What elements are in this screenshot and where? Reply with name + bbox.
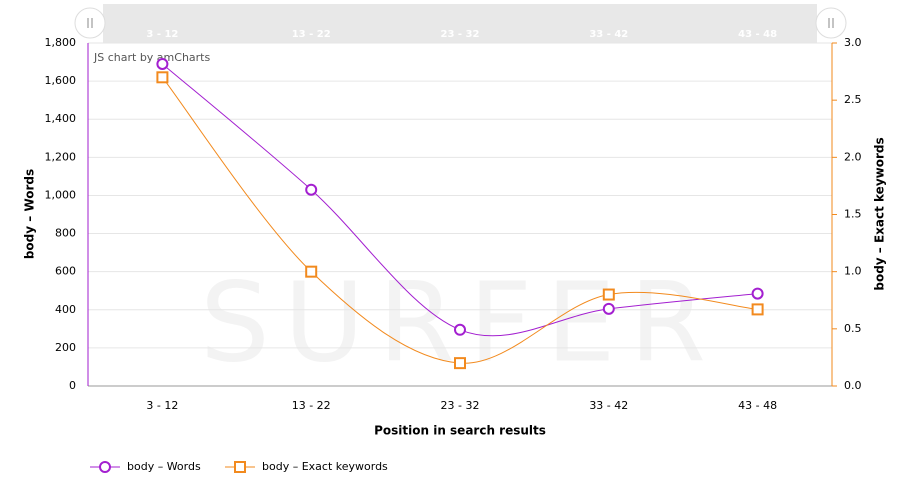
y2-axis-title: body – Exact keywords [873, 137, 887, 290]
y-tick-label: 400 [55, 303, 76, 316]
data-point [751, 303, 764, 316]
scrollbar-label: 13 - 22 [292, 29, 331, 40]
y2-tick-label: 0.0 [844, 379, 862, 392]
scrollbar-label: 3 - 12 [146, 29, 178, 40]
y-tick-label: 0 [69, 379, 76, 392]
y2-tick-label: 1.0 [844, 265, 862, 278]
data-point [602, 288, 615, 301]
data-point [751, 287, 764, 300]
data-point [602, 302, 615, 315]
y2-tick-label: 0.5 [844, 322, 862, 335]
legend-marker [234, 461, 246, 473]
y-tick-label: 200 [55, 341, 76, 354]
scrollbar[interactable] [103, 4, 817, 43]
y-tick-label: 600 [55, 265, 76, 278]
scrollbar-label: 33 - 42 [589, 29, 628, 40]
data-point [305, 183, 318, 196]
scrollbar-label: 43 - 48 [738, 29, 777, 40]
y2-tick-label: 2.5 [844, 93, 862, 106]
y2-tick-label: 3.0 [844, 36, 862, 49]
legend-item[interactable]: body – Exact keywords [225, 460, 388, 473]
x-tick-label: 43 - 48 [738, 399, 777, 412]
y-tick-label: 1,400 [45, 112, 77, 125]
x-tick-label: 3 - 12 [146, 399, 178, 412]
y-tick-label: 1,600 [45, 74, 77, 87]
data-point [156, 71, 169, 84]
scroll-grip-left[interactable] [74, 7, 106, 39]
legend-item[interactable]: body – Words [90, 460, 201, 473]
x-axis-title: Position in search results [374, 424, 546, 438]
y-tick-label: 1,800 [45, 36, 77, 49]
y2-tick-label: 1.5 [844, 208, 862, 221]
scrollbar-label: 23 - 32 [441, 29, 480, 40]
legend-marker [99, 461, 111, 473]
y-tick-label: 1,200 [45, 150, 77, 163]
legend-label: body – Exact keywords [262, 460, 388, 473]
legend-label: body – Words [127, 460, 201, 473]
y-tick-label: 1,000 [45, 188, 77, 201]
x-tick-label: 13 - 22 [292, 399, 331, 412]
y-axis-title: body – Words [23, 169, 37, 259]
x-tick-label: 23 - 32 [441, 399, 480, 412]
x-tick-label: 33 - 42 [589, 399, 628, 412]
scroll-grip-right[interactable] [815, 7, 847, 39]
y2-tick-label: 2.0 [844, 150, 862, 163]
credit: JS chart by amCharts [93, 51, 210, 64]
data-point [156, 57, 169, 70]
data-point [305, 265, 318, 278]
y-tick-label: 800 [55, 227, 76, 240]
watermark: SURFER [200, 258, 720, 386]
data-point [454, 323, 466, 336]
data-point [454, 357, 466, 370]
